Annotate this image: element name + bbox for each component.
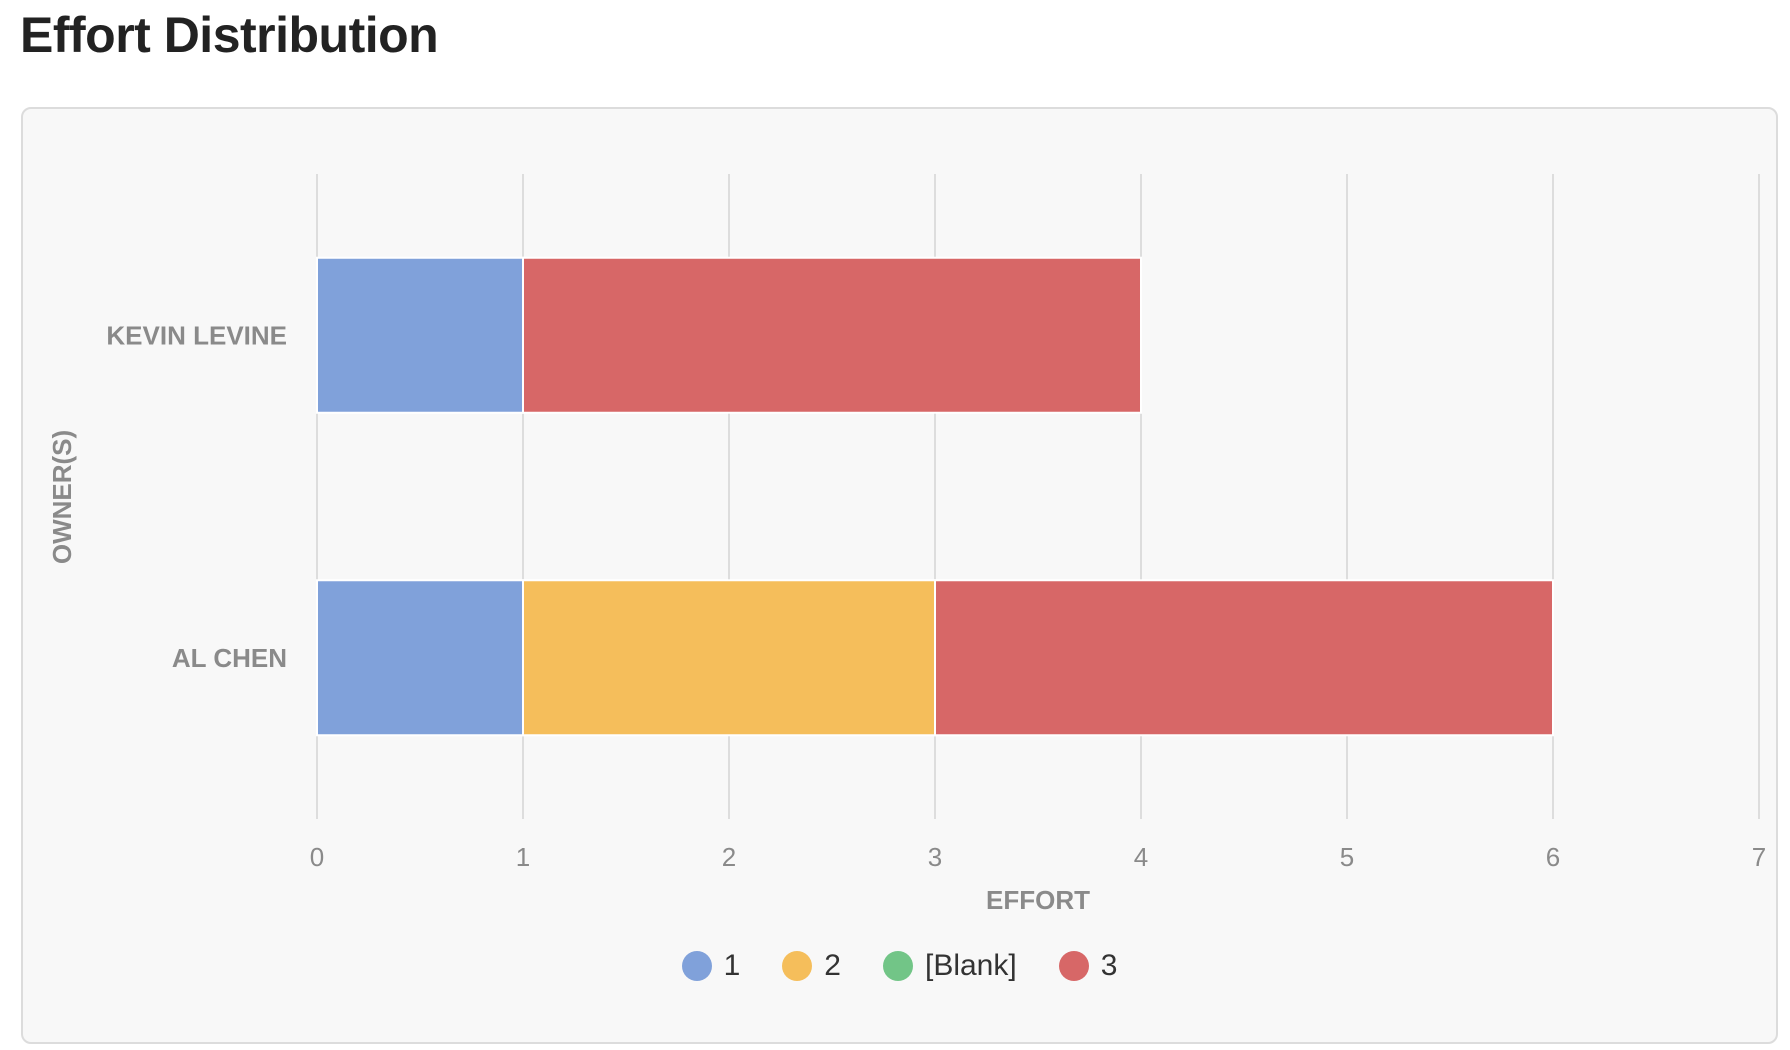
legend-item[interactable]: [Blank] <box>882 949 1017 983</box>
legend-label: 1 <box>723 949 741 982</box>
legend-swatch <box>782 951 813 981</box>
legend-item[interactable]: 1 <box>681 949 741 983</box>
bar-segment <box>316 256 524 414</box>
bar-segment <box>316 579 524 737</box>
chart-legend: 1 2 [Blank] 3 <box>23 949 1776 983</box>
x-tick-label: 4 <box>1134 842 1148 872</box>
legend-swatch <box>681 951 712 981</box>
x-tick-label: 3 <box>928 842 942 872</box>
legend-label: 2 <box>824 949 841 982</box>
y-category-label: KEVIN LEVINE <box>106 320 287 350</box>
legend-item[interactable]: 3 <box>1058 949 1118 983</box>
legend-label: [Blank] <box>924 949 1017 982</box>
y-category-label: AL CHEN <box>172 643 287 673</box>
x-axis-title: EFFORT <box>986 885 1090 915</box>
x-tick-label: 6 <box>1546 842 1560 872</box>
y-axis-title: OWNER(S) <box>47 430 77 564</box>
legend-label: 3 <box>1100 949 1118 982</box>
legend-item[interactable]: 2 <box>782 949 841 983</box>
bar-segment <box>522 256 1142 414</box>
effort-chart: 0 1 2 3 4 5 6 7 KEVIN LEVINE AL CHEN EFFORT OWNER(S… <box>47 174 1766 915</box>
legend-swatch <box>1058 951 1089 981</box>
bar-segment <box>934 579 1554 737</box>
x-tick-label: 7 <box>1752 842 1766 872</box>
page-title: Effort Distribution <box>20 7 439 63</box>
x-tick-label: 0 <box>310 842 324 872</box>
x-tick-label: 5 <box>1340 842 1354 872</box>
bar-segment <box>522 579 936 737</box>
legend-swatch <box>882 951 913 981</box>
chart-card: 0 1 2 3 4 5 6 7 KEVIN LEVINE AL CHEN EFFORT OWNER(S… <box>21 107 1778 1044</box>
x-tick-label: 2 <box>722 842 736 872</box>
x-tick-label: 1 <box>516 842 530 872</box>
